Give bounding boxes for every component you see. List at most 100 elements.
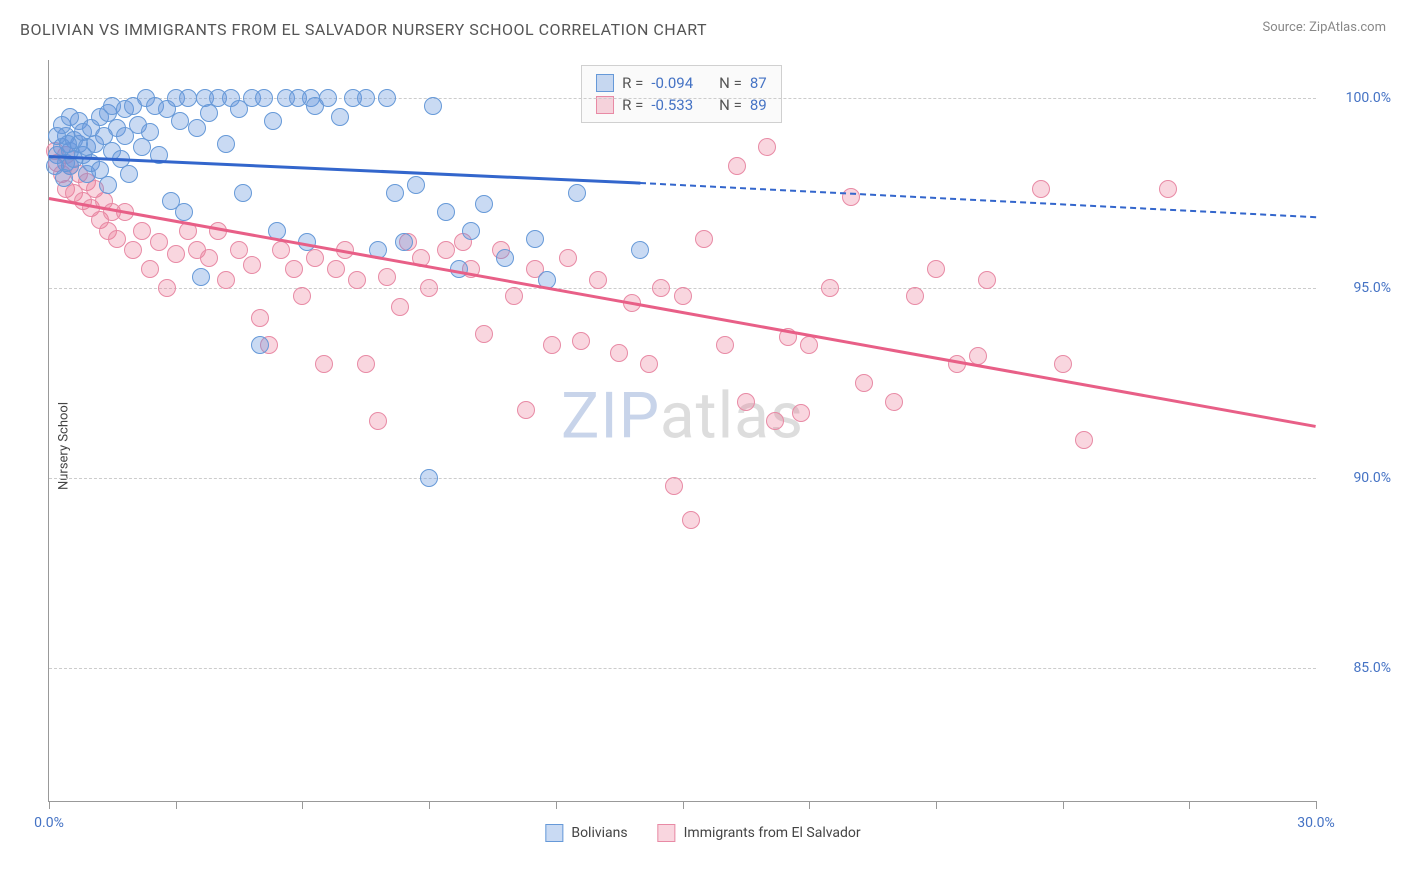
scatter-point-series2: [766, 412, 784, 430]
scatter-point-series1: [175, 203, 193, 221]
scatter-point-series2: [327, 260, 345, 278]
scatter-point-series1: [386, 184, 404, 202]
scatter-point-series2: [517, 401, 535, 419]
n-value: 87: [750, 74, 767, 92]
scatter-point-series2: [559, 249, 577, 267]
x-tick: [556, 801, 557, 809]
source-attribution: Source: ZipAtlas.com: [1262, 20, 1386, 35]
scatter-point-series1: [462, 222, 480, 240]
scatter-point-series1: [264, 112, 282, 130]
r-label: R =: [622, 74, 643, 92]
trendline-series2: [49, 197, 1316, 427]
gridline: [49, 478, 1316, 479]
series-legend-label: Immigrants from El Salvador: [684, 825, 861, 841]
x-tick: [809, 801, 810, 809]
scatter-point-series1: [331, 108, 349, 126]
watermark-zip: ZIP: [561, 378, 660, 453]
scatter-point-series2: [475, 325, 493, 343]
scatter-point-series1: [424, 97, 442, 115]
scatter-point-series2: [285, 260, 303, 278]
x-tick: [936, 801, 937, 809]
y-tick-label: 90.0%: [1353, 470, 1391, 486]
scatter-point-series1: [179, 89, 197, 107]
scatter-point-series2: [230, 241, 248, 259]
scatter-point-series2: [665, 477, 683, 495]
scatter-point-series1: [255, 89, 273, 107]
chart-container: BOLIVIAN VS IMMIGRANTS FROM EL SALVADOR …: [0, 0, 1406, 892]
scatter-point-series2: [640, 355, 658, 373]
scatter-point-series2: [885, 393, 903, 411]
y-tick-label: 95.0%: [1353, 280, 1391, 296]
scatter-point-series2: [217, 271, 235, 289]
scatter-point-series1: [55, 169, 73, 187]
y-tick-label: 85.0%: [1353, 660, 1391, 676]
legend-swatch: [545, 824, 563, 842]
legend-swatch: [658, 824, 676, 842]
scatter-point-series2: [108, 230, 126, 248]
scatter-point-series2: [1075, 431, 1093, 449]
scatter-point-series2: [695, 230, 713, 248]
scatter-point-series1: [141, 123, 159, 141]
scatter-point-series1: [192, 268, 210, 286]
scatter-point-series2: [378, 268, 396, 286]
scatter-point-series1: [475, 195, 493, 213]
scatter-point-series2: [251, 309, 269, 327]
x-tick-label: 30.0%: [1297, 815, 1335, 831]
legend-swatch: [596, 74, 614, 92]
scatter-point-series1: [234, 184, 252, 202]
scatter-point-series2: [610, 344, 628, 362]
scatter-point-series2: [391, 298, 409, 316]
trendline-series1: [49, 155, 640, 184]
scatter-point-series2: [357, 355, 375, 373]
scatter-point-series2: [141, 260, 159, 278]
scatter-point-series2: [158, 279, 176, 297]
scatter-point-series1: [357, 89, 375, 107]
scatter-point-series1: [99, 176, 117, 194]
scatter-point-series2: [792, 404, 810, 422]
scatter-point-series2: [842, 188, 860, 206]
scatter-point-series2: [200, 249, 218, 267]
scatter-point-series1: [395, 233, 413, 251]
scatter-point-series2: [420, 279, 438, 297]
scatter-point-series1: [526, 230, 544, 248]
series-legend-item: Bolivians: [545, 824, 627, 842]
scatter-point-series1: [319, 89, 337, 107]
scatter-point-series2: [1159, 180, 1177, 198]
scatter-point-series2: [369, 412, 387, 430]
scatter-point-series2: [728, 157, 746, 175]
series-legend: Bolivians Immigrants from El Salvador: [545, 824, 860, 842]
x-tick: [49, 801, 50, 809]
series-legend-label: Bolivians: [571, 825, 627, 841]
scatter-point-series2: [124, 241, 142, 259]
scatter-point-series1: [496, 249, 514, 267]
scatter-point-series2: [927, 260, 945, 278]
scatter-point-series2: [348, 271, 366, 289]
scatter-point-series2: [716, 336, 734, 354]
x-tick: [176, 801, 177, 809]
scatter-point-series1: [420, 469, 438, 487]
scatter-point-series2: [800, 336, 818, 354]
scatter-point-series2: [1054, 355, 1072, 373]
scatter-point-series2: [437, 241, 455, 259]
scatter-point-series1: [171, 112, 189, 130]
scatter-point-series2: [150, 233, 168, 251]
scatter-point-series2: [543, 336, 561, 354]
x-tick-label: 0.0%: [34, 815, 64, 831]
scatter-point-series2: [306, 249, 324, 267]
scatter-point-series2: [652, 279, 670, 297]
x-tick: [1063, 801, 1064, 809]
scatter-point-series2: [315, 355, 333, 373]
x-tick: [429, 801, 430, 809]
chart-title: BOLIVIAN VS IMMIGRANTS FROM EL SALVADOR …: [20, 20, 707, 39]
scatter-point-series2: [821, 279, 839, 297]
x-tick: [683, 801, 684, 809]
scatter-point-series2: [293, 287, 311, 305]
trendline-series1-dashed: [640, 182, 1316, 218]
x-tick: [302, 801, 303, 809]
scatter-point-series1: [251, 336, 269, 354]
gridline: [49, 668, 1316, 669]
stats-legend-row: R =-0.094N =87: [596, 72, 767, 94]
scatter-point-series1: [407, 176, 425, 194]
scatter-point-series1: [437, 203, 455, 221]
stats-legend: R =-0.094N =87R =-0.533N =89: [581, 65, 782, 123]
